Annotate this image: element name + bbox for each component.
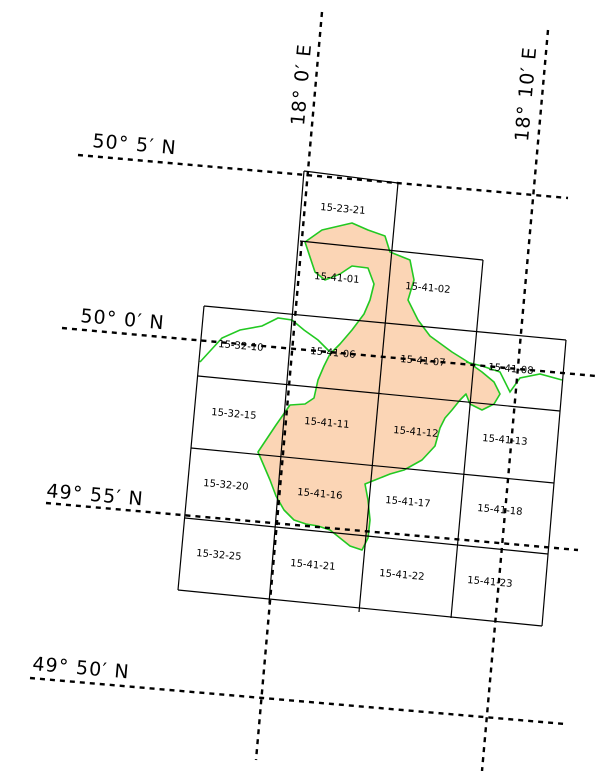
lon-label-18-0: 18° 0′ E (287, 43, 316, 127)
sheet-label: 15-41-22 (379, 568, 425, 583)
sheet-label: 15-41-06 (310, 346, 356, 361)
sheet-label: 15-41-13 (482, 433, 528, 448)
sheet-label: 15-32-25 (196, 548, 242, 563)
sheet-label: 15-41-17 (385, 495, 431, 510)
sheet-label: 15-41-08 (488, 362, 534, 377)
lat-label-49-55: 49° 55′ N (46, 480, 145, 510)
sheet-label: 15-41-18 (477, 503, 523, 518)
sheet-label: 15-32-10 (218, 339, 264, 354)
sheet-labels: 15-23-21 15-41-01 15-41-02 15-32-10 15-4… (196, 202, 534, 590)
sheet-label: 15-41-23 (467, 575, 513, 590)
meridian-18-10 (480, 29, 550, 771)
sheet-label: 15-41-12 (393, 425, 439, 440)
sheet-label: 15-41-02 (405, 281, 451, 296)
sheet-grid (177, 170, 567, 627)
parallel-50-5 (77, 153, 569, 200)
lon-label-18-10: 18° 10′ E (511, 46, 541, 143)
lat-label-50-5: 50° 5′ N (92, 130, 178, 159)
sheet-label: 15-41-01 (314, 271, 360, 286)
parallel-49-50 (29, 676, 566, 726)
sheet-label: 15-41-16 (297, 487, 343, 502)
sheet-label: 15-41-07 (400, 354, 446, 369)
sheet-label: 15-41-21 (290, 558, 336, 573)
lat-label-49-50: 49° 50′ N (32, 653, 131, 683)
sheet-label: 15-32-20 (203, 478, 249, 493)
boundary-west (199, 317, 331, 363)
sheet-label: 15-23-21 (320, 202, 366, 217)
graticule (29, 11, 597, 771)
sheet-label: 15-32-15 (211, 407, 257, 422)
sheet-label: 15-41-11 (304, 416, 350, 431)
